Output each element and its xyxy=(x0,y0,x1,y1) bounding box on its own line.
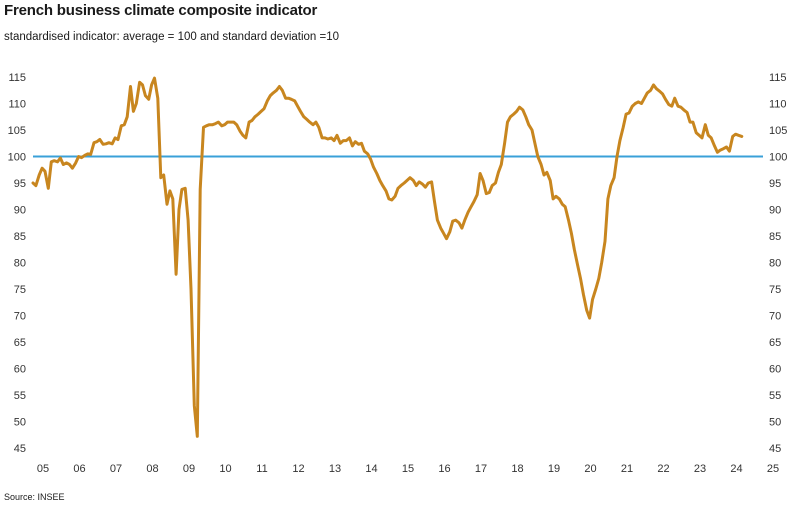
y-tick-left: 95 xyxy=(14,178,26,190)
y-tick-left: 60 xyxy=(14,364,26,376)
y-tick-right: 105 xyxy=(769,125,787,137)
x-tick: 11 xyxy=(256,463,267,475)
source-note: Source: INSEE xyxy=(4,492,65,502)
series-line xyxy=(31,76,744,438)
y-tick-right: 65 xyxy=(769,337,781,349)
x-tick: 06 xyxy=(73,463,85,475)
x-axis: 05 06 07 08 09 10 11 12 13 14 15 16 17 18 19 20 21 22 23 24… xyxy=(37,463,779,475)
right-y-axis: 45 50 55 60 65 70 75 80 85 90 95 100 105 110 115 xyxy=(769,72,787,455)
x-tick: 22 xyxy=(657,463,669,475)
x-tick: 08 xyxy=(146,463,158,475)
left-y-axis: 45 50 55 60 65 70 75 80 85 90 95 100 105 110 115 xyxy=(8,72,26,455)
y-tick-right: 45 xyxy=(769,443,781,455)
y-tick-right: 50 xyxy=(769,417,781,429)
x-tick: 23 xyxy=(694,463,706,475)
y-tick-right: 80 xyxy=(769,258,781,270)
x-tick: 13 xyxy=(329,463,341,475)
x-tick: 14 xyxy=(365,463,377,475)
y-tick-left: 75 xyxy=(14,284,26,296)
y-tick-left: 55 xyxy=(14,390,26,402)
y-tick-right: 110 xyxy=(769,99,787,111)
x-tick: 25 xyxy=(767,463,779,475)
y-tick-left: 90 xyxy=(14,205,26,217)
y-tick-left: 80 xyxy=(14,258,26,270)
x-tick: 17 xyxy=(475,463,487,475)
y-tick-right: 75 xyxy=(769,284,781,296)
y-tick-right: 55 xyxy=(769,390,781,402)
y-tick-right: 60 xyxy=(769,364,781,376)
x-tick: 19 xyxy=(548,463,560,475)
y-tick-left: 85 xyxy=(14,231,26,243)
x-tick: 10 xyxy=(219,463,231,475)
y-tick-left: 105 xyxy=(8,125,26,137)
x-tick: 20 xyxy=(584,463,596,475)
y-tick-right: 85 xyxy=(769,231,781,243)
y-tick-left: 70 xyxy=(14,311,26,323)
y-tick-right: 90 xyxy=(769,205,781,217)
y-tick-left: 50 xyxy=(14,417,26,429)
x-tick: 21 xyxy=(621,463,633,475)
y-tick-right: 95 xyxy=(769,178,781,190)
y-tick-left: 115 xyxy=(8,72,26,84)
chart-subtitle: standardised indicator: average = 100 an… xyxy=(4,31,340,43)
x-tick: 16 xyxy=(438,463,450,475)
y-tick-right: 115 xyxy=(769,72,787,84)
x-tick: 24 xyxy=(730,463,742,475)
x-tick: 05 xyxy=(37,463,49,475)
y-tick-right: 70 xyxy=(769,311,781,323)
chart-title: French business climate composite indica… xyxy=(4,2,318,19)
y-tick-left: 45 xyxy=(14,443,26,455)
x-tick: 15 xyxy=(402,463,414,475)
x-tick: 12 xyxy=(292,463,304,475)
y-tick-left: 100 xyxy=(8,152,26,164)
y-tick-left: 65 xyxy=(14,337,26,349)
y-tick-left: 110 xyxy=(8,99,26,111)
y-tick-right: 100 xyxy=(769,152,787,164)
x-tick: 07 xyxy=(110,463,122,475)
x-tick: 09 xyxy=(183,463,195,475)
x-tick: 18 xyxy=(511,463,523,475)
